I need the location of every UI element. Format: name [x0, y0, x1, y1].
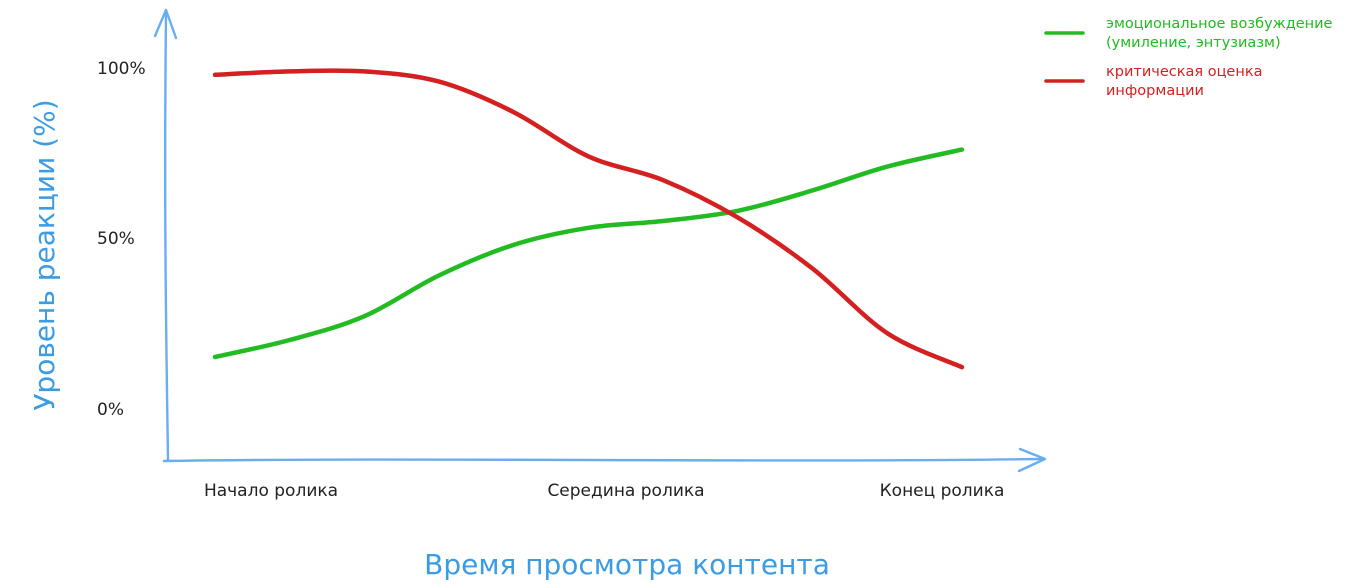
y-tick-label-50: 50%	[97, 229, 135, 249]
series-line-emotional-arousal	[212, 147, 965, 360]
legend-label-critical-evaluation-line2: информации	[1106, 83, 1204, 99]
y-axis	[153, 8, 178, 462]
x-category-label-middle: Середина ролика	[547, 481, 704, 501]
legend-label-emotional-arousal-line1: эмоциональное возбуждение	[1106, 16, 1333, 32]
x-category-label-start: Начало ролика	[204, 481, 338, 501]
y-tick-label-100: 100%	[97, 59, 146, 79]
x-axis	[162, 447, 1047, 473]
legend-label-critical-evaluation-line1: критическая оценка	[1106, 64, 1262, 80]
legend: эмоциональное возбуждение (умиление, энт…	[1044, 16, 1333, 99]
y-axis-title: Уровень реакции (%)	[28, 99, 61, 410]
x-category-label-end: Конец ролика	[880, 481, 1005, 501]
y-tick-label-0: 0%	[97, 400, 124, 420]
series-line-critical-evaluation	[212, 68, 965, 370]
x-axis-title: Время просмотра контента	[424, 548, 830, 581]
legend-label-emotional-arousal-line2: (умиление, энтузиазм)	[1106, 35, 1281, 51]
